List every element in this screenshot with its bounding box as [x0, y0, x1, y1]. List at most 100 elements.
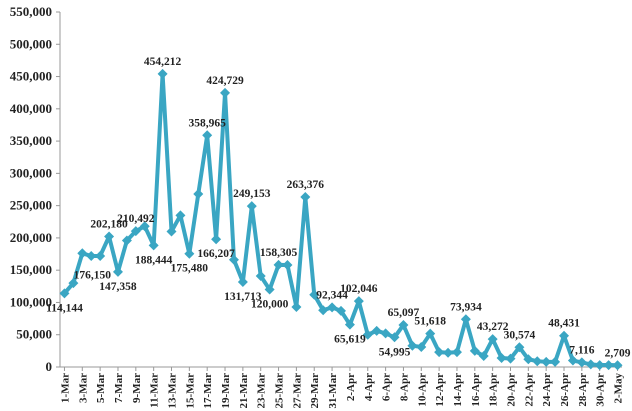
x-tick-label: 19-Mar [220, 373, 232, 409]
data-point-marker [309, 289, 320, 300]
data-label: 263,376 [287, 179, 325, 191]
data-point-marker [112, 266, 123, 277]
x-tick-label: 11-Mar [149, 373, 161, 408]
data-point-marker [95, 250, 106, 261]
data-label: 65,619 [334, 334, 366, 346]
data-label: 188,444 [135, 254, 173, 266]
data-point-marker [202, 130, 213, 141]
data-label: 102,046 [340, 283, 378, 295]
data-point-marker [603, 360, 614, 371]
x-tick-label: 13-Mar [167, 373, 179, 409]
data-point-marker [255, 270, 266, 281]
x-tick-label: 30-Apr [595, 373, 607, 407]
x-tick-label: 8-Apr [398, 373, 410, 401]
data-point-marker [532, 356, 543, 367]
data-point-marker [336, 305, 346, 316]
x-tick-label: 9-Mar [131, 373, 143, 403]
data-point-marker [175, 210, 186, 221]
data-point-marker [344, 319, 355, 330]
data-point-marker [416, 341, 427, 352]
data-point-marker [246, 201, 257, 212]
x-tick-label: 31-Mar [327, 373, 339, 409]
y-tick-label: 100,000 [10, 294, 52, 309]
data-point-marker [291, 301, 302, 312]
data-label: 176,150 [74, 269, 112, 281]
data-point-marker [487, 334, 498, 345]
data-label: 424,729 [206, 75, 244, 87]
data-point-marker [184, 248, 195, 259]
data-point-marker [86, 250, 97, 261]
data-point-marker [478, 351, 489, 362]
y-tick-label: 300,000 [10, 165, 52, 180]
data-point-marker [505, 353, 516, 364]
data-point-marker [327, 302, 338, 313]
y-tick-label: 500,000 [10, 36, 52, 51]
data-point-marker [389, 332, 400, 343]
x-tick-label: 4-Apr [363, 373, 375, 401]
data-label: 210,492 [117, 213, 155, 225]
data-point-marker [220, 87, 231, 98]
data-label: 175,480 [171, 263, 209, 275]
x-tick-label: 22-Apr [523, 373, 535, 407]
x-tick-label: 27-Mar [291, 373, 303, 409]
data-label: 30,574 [504, 329, 536, 341]
x-tick-label: 3-Mar [77, 373, 89, 403]
data-label: 358,965 [189, 117, 227, 129]
y-tick-label: 450,000 [10, 69, 52, 84]
x-tick-label: 14-Apr [452, 373, 464, 407]
y-tick-label: 250,000 [10, 198, 52, 213]
data-point-marker [451, 347, 462, 358]
data-point-marker [541, 356, 552, 367]
data-point-marker [77, 248, 88, 259]
data-point-marker [157, 68, 168, 79]
x-tick-label: 5-Mar [95, 373, 107, 403]
data-point-marker [353, 296, 364, 307]
data-point-marker [362, 329, 373, 340]
data-label: 131,713 [224, 291, 262, 303]
data-point-marker [121, 235, 132, 246]
x-tick-label: 15-Mar [184, 373, 196, 409]
x-tick-label: 2-Apr [345, 373, 357, 401]
y-tick-label: 150,000 [10, 262, 52, 277]
y-tick-label: 200,000 [10, 230, 52, 245]
x-tick-label: 6-Apr [381, 373, 393, 401]
data-point-marker [460, 314, 471, 325]
data-point-marker [371, 325, 382, 336]
data-point-marker [425, 328, 436, 339]
x-tick-label: 7-Mar [113, 373, 125, 403]
data-label: 48,431 [548, 318, 580, 330]
data-point-marker [104, 231, 115, 242]
data-label: 202,180 [90, 219, 128, 231]
data-point-marker [550, 356, 561, 367]
y-tick-label: 350,000 [10, 133, 52, 148]
y-tick-label: 50,000 [16, 327, 52, 342]
data-label: 51,618 [414, 316, 446, 328]
data-point-marker [68, 278, 79, 289]
data-label: 158,305 [260, 247, 298, 259]
x-tick-label: 23-Mar [256, 373, 268, 409]
data-point-marker [273, 259, 284, 270]
data-point-marker [380, 328, 391, 339]
data-label: 54,995 [379, 346, 411, 358]
x-tick-label: 28-Apr [577, 373, 589, 407]
data-label: 2,709 [605, 347, 631, 359]
x-tick-label: 25-Mar [274, 373, 286, 409]
y-tick-label: 550,000 [10, 4, 52, 19]
data-label: 92,344 [316, 289, 348, 301]
data-label: 120,000 [251, 299, 289, 311]
x-tick-label: 18-Apr [488, 373, 500, 407]
y-tick-label: 400,000 [10, 101, 52, 116]
data-point-marker [318, 305, 329, 316]
data-label: 454,212 [144, 56, 182, 68]
data-point-marker [59, 288, 70, 299]
data-point-marker [211, 234, 222, 245]
x-tick-label: 29-Mar [309, 373, 321, 409]
data-label: 7,116 [569, 344, 594, 356]
x-tick-label: 16-Apr [470, 373, 482, 407]
x-tick-label: 24-Apr [541, 373, 553, 407]
data-label: 114,144 [46, 302, 83, 314]
data-point-marker [434, 347, 445, 358]
data-point-marker [567, 355, 578, 366]
